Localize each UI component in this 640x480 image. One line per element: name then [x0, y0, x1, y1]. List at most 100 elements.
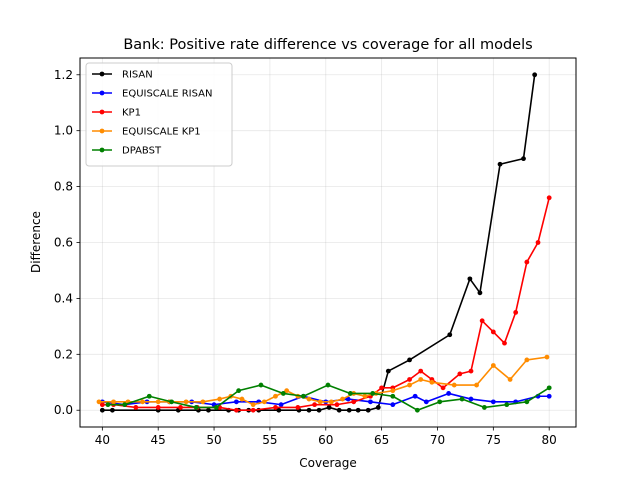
- data-point: [504, 402, 510, 408]
- data-point: [532, 72, 538, 78]
- data-point: [340, 396, 345, 402]
- data-point: [546, 385, 552, 391]
- data-point: [385, 368, 391, 374]
- data-point: [336, 407, 342, 413]
- legend-label: EQUISCALE RISAN: [122, 89, 212, 100]
- x-tick-label: 45: [151, 433, 166, 447]
- legend-label: DPABST: [122, 146, 162, 157]
- data-point: [217, 396, 223, 402]
- data-point: [328, 399, 334, 405]
- data-point: [301, 393, 306, 399]
- data-point: [468, 368, 474, 374]
- data-point: [326, 405, 332, 410]
- data-point: [111, 399, 116, 405]
- data-point: [258, 382, 264, 388]
- legend-item: EQUISCALE RISAN: [92, 89, 212, 100]
- x-tick-label: 70: [430, 433, 445, 447]
- x-tick-label: 60: [318, 433, 333, 447]
- data-point: [325, 382, 331, 388]
- data-point: [524, 357, 530, 363]
- data-point: [546, 393, 552, 399]
- data-point: [467, 276, 473, 282]
- legend-label: EQUISCALE KP1: [122, 127, 201, 138]
- legend-marker: [99, 147, 105, 153]
- data-point: [280, 391, 286, 396]
- data-point: [345, 396, 351, 402]
- legend-item: EQUISCALE KP1: [92, 127, 201, 138]
- data-point: [109, 407, 115, 413]
- data-point: [278, 402, 284, 408]
- data-point: [513, 309, 519, 315]
- data-point: [362, 393, 368, 399]
- data-point: [412, 393, 418, 399]
- data-point: [239, 396, 245, 402]
- x-tick-label: 75: [486, 433, 501, 447]
- series-dpabst: [105, 382, 552, 413]
- data-point: [457, 371, 463, 377]
- data-point: [317, 399, 323, 405]
- data-point: [155, 405, 161, 410]
- data-point: [544, 354, 550, 360]
- data-point: [502, 340, 507, 346]
- data-point: [459, 396, 465, 402]
- data-point: [524, 259, 530, 265]
- data-point: [306, 407, 312, 413]
- data-point: [178, 405, 183, 410]
- data-point: [351, 399, 357, 405]
- series-line: [102, 74, 536, 412]
- data-point: [370, 391, 376, 396]
- data-point: [423, 399, 429, 405]
- data-point: [183, 399, 189, 405]
- data-point: [96, 399, 102, 405]
- data-point: [474, 382, 479, 388]
- data-point: [193, 405, 199, 410]
- legend-marker: [99, 71, 105, 77]
- data-point: [250, 407, 256, 413]
- data-point: [213, 405, 219, 410]
- data-point: [379, 385, 385, 391]
- data-point: [437, 399, 443, 405]
- data-point: [146, 393, 152, 399]
- data-point: [477, 290, 483, 296]
- data-point: [133, 405, 139, 410]
- y-axis-label: Difference: [29, 211, 43, 273]
- legend: RISAN EQUISCALE RISAN KP1 EQUISCALE KP1 DPAB…: [85, 62, 233, 167]
- legend-marker: [99, 90, 105, 96]
- data-point: [479, 318, 485, 324]
- data-point: [390, 393, 396, 399]
- data-point: [250, 402, 256, 408]
- data-point: [451, 382, 457, 388]
- x-tick-label: 80: [542, 433, 557, 447]
- data-point: [481, 405, 487, 410]
- data-point: [490, 363, 496, 368]
- data-point: [122, 402, 128, 408]
- data-point: [99, 402, 105, 408]
- data-point: [261, 399, 267, 405]
- x-tick-label: 40: [95, 433, 110, 447]
- x-axis-label: Coverage: [299, 456, 357, 470]
- data-point: [169, 399, 175, 405]
- data-point: [446, 391, 452, 396]
- data-point: [99, 407, 105, 413]
- data-point: [200, 399, 206, 405]
- data-point: [368, 399, 373, 405]
- legend-box: [85, 62, 233, 167]
- y-tick-label: 1.2: [54, 68, 73, 82]
- legend-marker: [99, 128, 105, 134]
- legend-marker: [99, 109, 105, 115]
- data-point: [334, 402, 340, 408]
- data-point: [468, 396, 474, 402]
- data-point: [407, 377, 412, 382]
- legend-item: KP1: [92, 108, 141, 119]
- y-tick-label: 0.2: [54, 347, 73, 361]
- data-point: [490, 329, 496, 335]
- data-point: [521, 156, 526, 162]
- data-point: [312, 402, 317, 408]
- data-point: [346, 407, 352, 413]
- data-point: [546, 195, 552, 201]
- y-tick-label: 0.6: [54, 236, 73, 250]
- data-point: [407, 357, 412, 363]
- data-point: [507, 377, 513, 382]
- x-tick-label: 65: [374, 433, 389, 447]
